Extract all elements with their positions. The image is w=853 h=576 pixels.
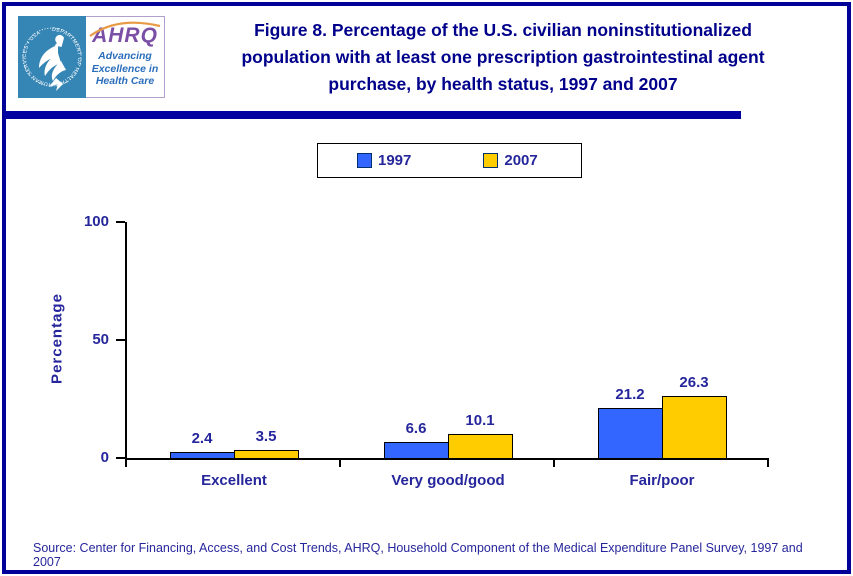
bar-value-label: 26.3 (679, 373, 709, 391)
y-tick-label: 50 (92, 331, 109, 348)
ahrq-tagline: Advancing Excellence in Health Care (92, 50, 159, 88)
bar-value-label: 6.6 (405, 420, 427, 438)
bar-value-label: 3.5 (255, 427, 277, 445)
legend-swatch-1997 (357, 153, 372, 168)
x-tick (339, 460, 341, 467)
legend-item-2007: 2007 (483, 152, 538, 169)
x-tick (553, 460, 555, 467)
y-axis (125, 222, 127, 460)
title-underline-bar (4, 111, 741, 119)
y-tick-label: 0 (100, 449, 109, 466)
figure-title-line: purchase, by health status, 1997 and 200… (328, 74, 678, 94)
x-tick (125, 460, 127, 467)
x-category-label: Fair/poor (629, 472, 695, 489)
x-axis (125, 458, 769, 460)
bar-value-label: 10.1 (465, 412, 495, 430)
ahrq-tagline-line: Advancing (98, 50, 152, 62)
ahrq-hhs-logo: DEPARTMENT OF HEALTH & HUMAN SERVICES • … (18, 16, 165, 98)
legend-label-2007: 2007 (504, 152, 538, 169)
source-note: Source: Center for Financing, Access, an… (33, 541, 803, 569)
ahrq-wordmark-panel: AHRQ Advancing Excellence in Health Care (86, 16, 165, 98)
x-category-label: Very good/good (391, 472, 505, 489)
ahrq-wordmark: AHRQ (92, 24, 158, 47)
ahrq-arc-icon (89, 21, 161, 37)
bar-1997-fair-poor (598, 407, 663, 459)
y-tick (116, 221, 125, 223)
bar-2007-excellent (234, 449, 299, 459)
chart-legend: 1997 2007 (317, 143, 582, 178)
x-category-label: Excellent (201, 472, 267, 489)
hhs-eagle-icon: DEPARTMENT OF HEALTH & HUMAN SERVICES • … (22, 27, 82, 91)
hhs-seal: DEPARTMENT OF HEALTH & HUMAN SERVICES • … (18, 16, 86, 98)
figure-title: Figure 8. Percentage of the U.S. civilia… (172, 17, 834, 98)
bar-value-label: 2.4 (191, 430, 213, 448)
bar-2007-very-good-good (448, 434, 513, 459)
legend-item-1997: 1997 (357, 152, 411, 169)
y-tick (116, 457, 125, 459)
ahrq-tagline-line: Excellence in (91, 62, 159, 75)
bar-2007-fair-poor (662, 395, 727, 459)
ahrq-tagline-line: Health Care (95, 75, 155, 87)
y-tick (116, 339, 125, 341)
figure-title-line: Figure 8. Percentage of the U.S. civilia… (254, 20, 752, 40)
figure-title-line: population with at least one prescriptio… (241, 47, 765, 67)
bar-1997-excellent (170, 452, 235, 459)
legend-label-1997: 1997 (378, 152, 412, 169)
bar-value-label: 21.2 (615, 385, 645, 403)
x-tick (767, 460, 769, 467)
bar-1997-very-good-good (384, 442, 449, 459)
y-tick-label: 100 (83, 213, 109, 230)
legend-swatch-2007 (483, 153, 499, 168)
